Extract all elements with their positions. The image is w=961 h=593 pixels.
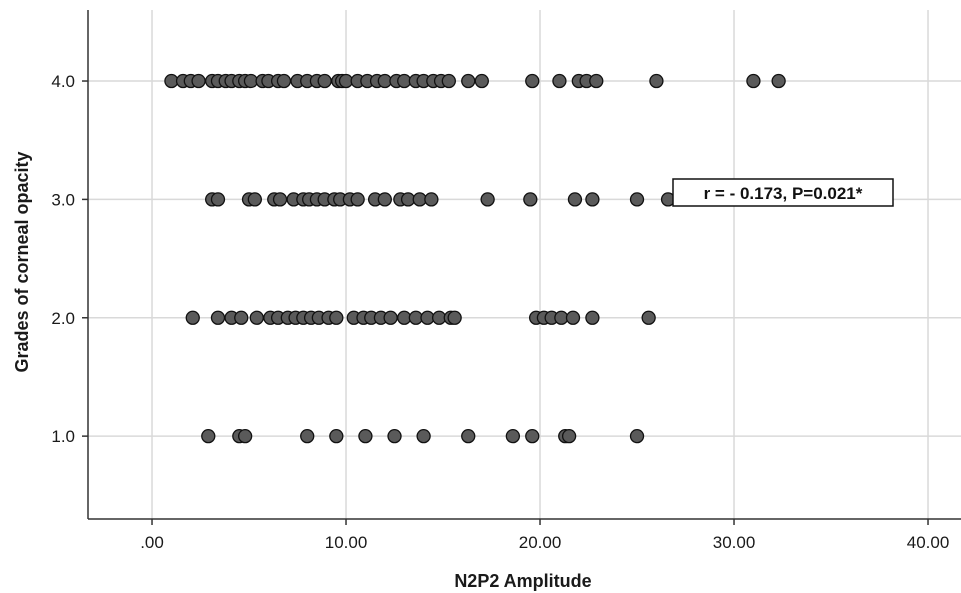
x-axis-title: N2P2 Amplitude (454, 571, 591, 591)
scatter-point (629, 428, 645, 444)
scatter-point (585, 192, 600, 207)
tick-labels: .00 10.00 20.00 30.00 40.00 1.0 2.0 3.0 4.0 (51, 72, 949, 552)
scatter-point (480, 192, 495, 207)
scatter-point (523, 192, 538, 207)
scatter-point (641, 310, 656, 325)
scatter-point (461, 73, 476, 89)
scatter-point (237, 428, 253, 444)
x-tick-label: 20.00 (519, 533, 562, 552)
correlation-annotation: r = - 0.173, P=0.021* (704, 184, 863, 203)
scatter-point (272, 192, 288, 207)
data-points (164, 73, 786, 444)
annotation-frame (672, 178, 894, 207)
x-tick-label: .00 (140, 533, 164, 552)
scatter-point (565, 310, 581, 325)
scatter-point (358, 428, 373, 444)
scatter-point (474, 73, 489, 89)
scatter-point (424, 192, 439, 207)
x-tick-label: 30.00 (713, 533, 756, 552)
scatter-point (505, 428, 521, 444)
scatter-point (585, 310, 600, 325)
scatter-point (771, 73, 786, 89)
y-tick-label: 1.0 (51, 427, 75, 446)
scatter-point (567, 192, 583, 207)
scatter-point (329, 310, 344, 325)
scatter-point (649, 73, 664, 89)
scatter-point (746, 73, 761, 89)
annotation-box: r = - 0.173, P=0.021* (672, 178, 894, 207)
scatter-point (589, 73, 604, 89)
scatter-point (234, 310, 249, 325)
scatter-point (441, 73, 456, 89)
scatter-point (525, 73, 540, 89)
scatter-point (525, 428, 540, 444)
scatter-point (416, 428, 431, 444)
scatter-point (387, 428, 402, 444)
scatter-point (461, 428, 476, 444)
scatter-point (276, 73, 292, 89)
scatter-point (317, 73, 332, 89)
scatter-point (249, 310, 264, 325)
x-tick-label: 10.00 (325, 533, 368, 552)
scatter-point (247, 192, 262, 207)
y-tick-label: 2.0 (51, 309, 75, 328)
x-tick-label: 40.00 (907, 533, 950, 552)
scatter-point (329, 428, 344, 444)
scatter-point (185, 310, 200, 325)
scatter-point (552, 73, 567, 89)
scatter-point (210, 192, 226, 207)
y-tick-label: 3.0 (51, 190, 75, 209)
scatter-point (383, 310, 398, 325)
y-tick-label: 4.0 (51, 72, 75, 91)
scatter-point (629, 192, 645, 207)
scatter-point (300, 428, 315, 444)
axes (82, 10, 961, 525)
scatter-point (201, 428, 216, 444)
scatter-point (447, 310, 462, 325)
scatter-point (377, 192, 392, 207)
y-axis-title: Grades of corneal opacity (12, 151, 32, 372)
scatter-point (350, 192, 365, 207)
scatter-point (210, 310, 226, 325)
scatter-point (191, 73, 206, 89)
scatter-point (561, 428, 577, 444)
